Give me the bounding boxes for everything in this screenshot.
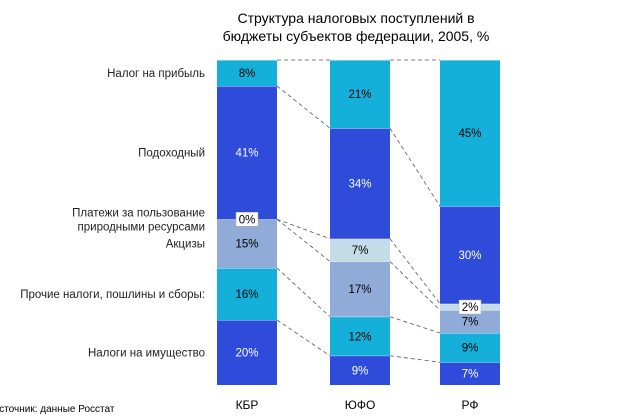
- connector-line: [389, 261, 441, 311]
- x-axis-labels: КБР ЮФО РФ: [236, 398, 479, 412]
- connector-line: [276, 319, 331, 357]
- series-label-2: Прочие налоги, пошлины и сборы:: [20, 289, 205, 301]
- bar-2-2: [330, 316, 390, 356]
- chart-title-line-1: Структура налоговых поступлений в: [237, 10, 474, 26]
- x-label-2: ЮФО: [345, 398, 376, 412]
- series-labels: Налоги на имущество Прочие налоги, пошлин…: [20, 68, 205, 360]
- chart-title-line-2: бюджеты субъектов федерации, 2005, %: [223, 28, 490, 44]
- bar-2-5: [330, 128, 390, 239]
- series-label-3: Акцизы: [166, 239, 205, 251]
- value-label-3-2: 9%: [462, 343, 479, 355]
- bars: [217, 59, 500, 385]
- small-label-box: [235, 212, 259, 227]
- value-label-1-1: 20%: [235, 348, 258, 360]
- series-label-1: Налоги на имущество: [88, 348, 205, 360]
- series-label-4-line-1: Платежи за пользование: [72, 207, 205, 219]
- connector-line: [389, 316, 441, 334]
- connector-line: [276, 85, 331, 129]
- value-label-1-5: 41%: [235, 148, 258, 160]
- connector-lines: [276, 59, 441, 363]
- value-label-3-1: 7%: [462, 369, 479, 381]
- value-label-2-6: 21%: [348, 89, 371, 101]
- value-label-2-5: 34%: [348, 179, 371, 191]
- bar-1-2: [217, 268, 277, 320]
- bar-3-5: [440, 206, 500, 304]
- value-label-3-5: 30%: [458, 250, 481, 262]
- bar-1-6: [217, 60, 277, 86]
- value-label-3-3: 7%: [462, 317, 479, 329]
- bar-1-1: [217, 320, 277, 385]
- value-label-3-4: 2%: [462, 302, 479, 314]
- value-label-1-2: 16%: [235, 289, 258, 301]
- bar-3-3: [440, 310, 500, 333]
- connector-line: [276, 267, 331, 318]
- bar-2-3: [330, 261, 390, 317]
- connector-line: [276, 218, 331, 262]
- bar-2-4: [330, 238, 390, 262]
- bar-1-3: [217, 219, 277, 268]
- value-label-3-6: 45%: [458, 128, 481, 140]
- value-label-2-3: 17%: [348, 284, 371, 296]
- connector-line: [389, 238, 441, 304]
- value-label-1-4: 0%: [239, 214, 256, 226]
- source-note: Источник: данные Росстат: [0, 404, 115, 415]
- value-label-2-1: 9%: [352, 365, 369, 377]
- value-label-1-3: 15%: [235, 239, 258, 251]
- bar-2-1: [330, 355, 390, 385]
- bar-3-2: [440, 333, 500, 363]
- series-label-5: Подоходный: [138, 148, 205, 160]
- connector-line: [389, 128, 441, 207]
- bar-3-1: [440, 362, 500, 385]
- connector-line: [276, 218, 331, 240]
- segment-labels: 20% 16% 15% 0% 41% 8% 9% 12% 17% 7% 34% 21% 7% 9% 7% 2%…: [235, 68, 481, 381]
- series-label-4-line-2: природными ресурсами: [78, 221, 205, 233]
- x-label-3: РФ: [462, 398, 479, 412]
- small-label-box: [458, 299, 482, 315]
- x-label-1: КБР: [236, 398, 259, 412]
- value-label-2-4: 7%: [352, 245, 369, 257]
- bar-2-6: [330, 60, 390, 129]
- value-label-1-6: 8%: [239, 68, 256, 80]
- bar-1-5: [217, 86, 277, 220]
- connector-line: [389, 355, 441, 363]
- bar-3-6: [440, 60, 500, 207]
- value-label-2-2: 12%: [348, 331, 371, 343]
- series-label-6: Налог на прибыль: [107, 68, 205, 80]
